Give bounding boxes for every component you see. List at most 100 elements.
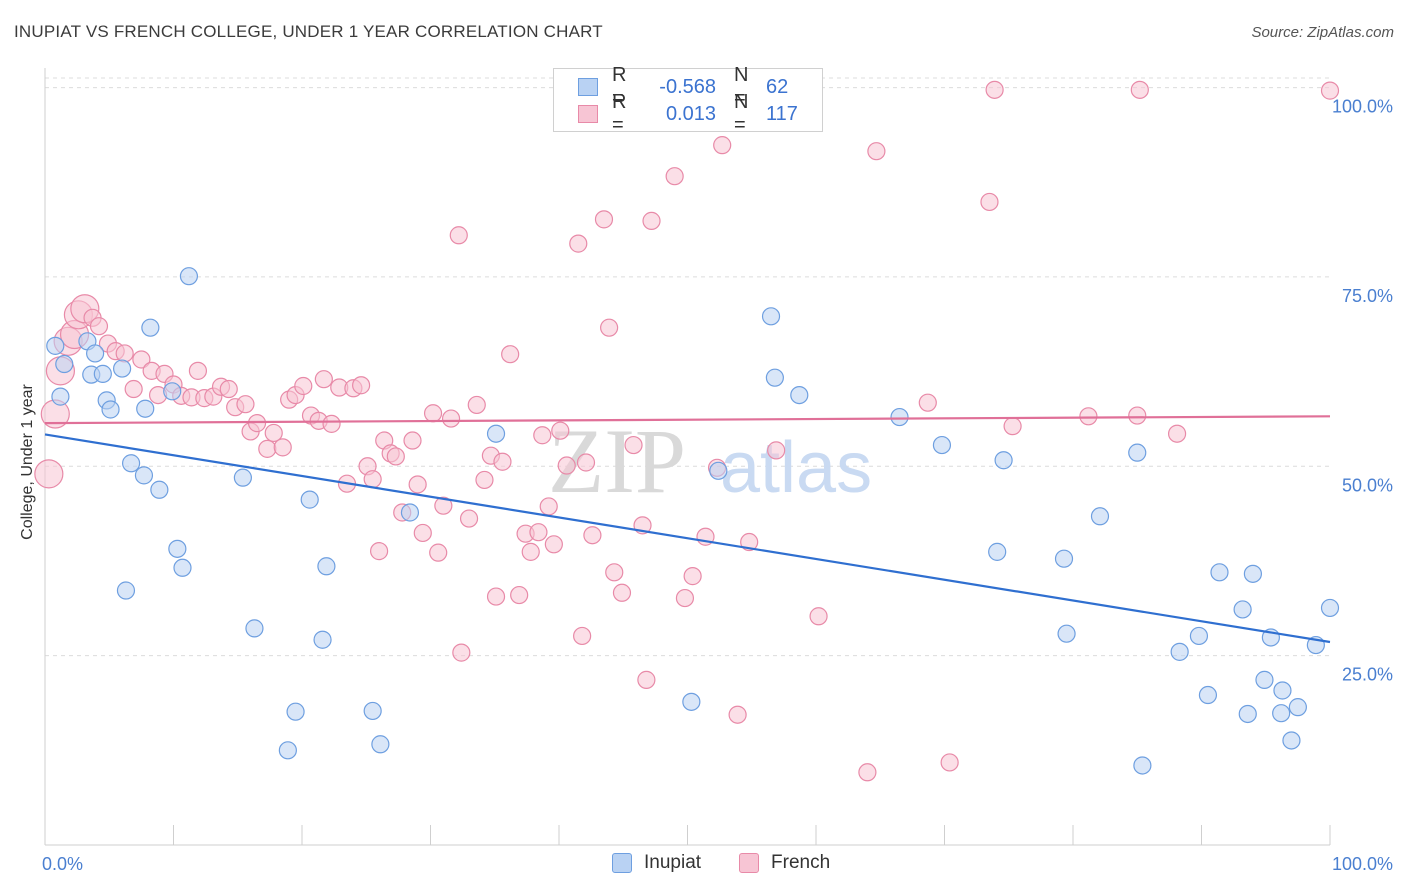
- inupiat-point-15: [134, 466, 154, 485]
- inupiat-point-29: [400, 503, 420, 522]
- trend-lines: [44, 415, 1331, 644]
- y-tick-label-0: 25.0%: [1342, 665, 1393, 685]
- legend-item-inupiat: Inupiat: [612, 852, 701, 874]
- inupiat-point-8: [101, 400, 120, 419]
- watermark-atlas: atlas: [720, 428, 872, 508]
- inupiat-point-49: [1233, 600, 1252, 619]
- inupiat-point-14: [121, 454, 141, 473]
- inupiat-point-37: [932, 435, 952, 455]
- inupiat-point-46: [1189, 626, 1209, 646]
- inupiat-point-10: [136, 399, 155, 418]
- x-tick-labels: 0.0% 100.0%: [42, 854, 1393, 874]
- french-point-61: [475, 470, 494, 490]
- french-point-69: [529, 523, 548, 542]
- inupiat-point-43: [1128, 443, 1147, 462]
- french-point-65: [501, 345, 520, 364]
- french-point-103: [980, 192, 999, 212]
- inupiat-point-54: [1273, 681, 1292, 700]
- french-point-58: [452, 643, 471, 662]
- french-point-56: [441, 409, 461, 428]
- french-trend-line: [44, 415, 1331, 425]
- inupiat-point-17: [168, 539, 187, 558]
- inupiat-point-25: [313, 630, 332, 649]
- inupiat-point-47: [1198, 685, 1218, 705]
- french-point-24: [219, 379, 238, 399]
- y-tick-label-3: 100.0%: [1332, 97, 1393, 117]
- french-point-98: [858, 763, 877, 782]
- watermark: ZIP atlas: [548, 410, 872, 512]
- inupiat-point-26: [317, 557, 336, 576]
- french-point-97: [809, 607, 828, 626]
- french-point-38: [322, 414, 341, 433]
- inupiat-point-50: [1238, 704, 1257, 724]
- inupiat-point-32: [709, 461, 728, 480]
- inupiat-point-22: [286, 702, 305, 721]
- french-point-64: [493, 452, 512, 471]
- x-tick-label-1: 100.0%: [1332, 854, 1393, 874]
- inupiat-points: [46, 267, 1340, 775]
- french-point-66: [510, 585, 529, 605]
- legend-n-value: 62: [766, 75, 789, 98]
- inupiat-point-33: [761, 307, 781, 326]
- french-point-20: [188, 361, 208, 380]
- french-point-88: [675, 588, 695, 608]
- french-point-52: [413, 523, 432, 543]
- legend-label-inupiat: Inupiat: [644, 852, 702, 873]
- french-point-72: [544, 535, 563, 554]
- inupiat-point-41: [1057, 624, 1076, 643]
- french-point-101: [940, 753, 959, 772]
- french-point-59: [459, 509, 479, 528]
- inupiat-point-35: [790, 385, 809, 405]
- french-point-54: [429, 543, 448, 562]
- inupiat-swatch: [578, 78, 598, 96]
- inupiat-point-38: [994, 451, 1013, 470]
- legend-r-label: R =: [612, 64, 627, 109]
- french-point-99: [867, 142, 886, 161]
- french-point-82: [612, 583, 632, 602]
- french-point-70: [533, 426, 552, 445]
- inupiat-point-21: [245, 619, 264, 638]
- french-point-45: [370, 542, 389, 561]
- french-point-11: [115, 344, 134, 363]
- french-point-42: [352, 376, 371, 395]
- french-point-75: [569, 234, 588, 253]
- french-point-12: [124, 379, 143, 399]
- inupiat-point-42: [1090, 507, 1110, 526]
- french-point-44: [363, 470, 382, 489]
- french-point-0: [34, 459, 64, 489]
- french-point-51: [408, 475, 427, 494]
- french-point-60: [467, 395, 486, 415]
- french-point-108: [1167, 424, 1187, 443]
- inupiat-point-12: [163, 382, 182, 401]
- axes: [44, 68, 1331, 846]
- french-legend-swatch: [739, 853, 760, 873]
- french-point-13: [132, 350, 151, 369]
- french-point-53: [423, 404, 443, 423]
- french-point-94: [740, 532, 759, 552]
- french-point-37: [314, 370, 333, 389]
- y-tick-label-1: 50.0%: [1342, 475, 1393, 495]
- inupiat-point-48: [1210, 563, 1229, 582]
- inupiat-point-52: [1255, 670, 1274, 689]
- french-point-31: [273, 438, 292, 457]
- inupiat-point-9: [112, 359, 132, 378]
- inupiat-point-0: [46, 336, 65, 355]
- inupiat-point-19: [116, 581, 136, 600]
- french-point-57: [449, 226, 468, 245]
- french-point-55: [434, 496, 453, 515]
- french-point-78: [583, 526, 602, 545]
- legend-r-value: 0.013: [665, 102, 716, 125]
- french-point-104: [1003, 417, 1022, 436]
- inupiat-point-5: [86, 344, 105, 363]
- chart-title: INUPIAT VS FRENCH COLLEGE, UNDER 1 YEAR …: [14, 22, 603, 41]
- inupiat-point-40: [1054, 549, 1074, 568]
- inupiat-point-20: [233, 468, 252, 487]
- french-point-109: [1320, 81, 1340, 100]
- correlation-legend: R = -0.568 N = 62 R = 0.013 N = 117: [553, 64, 823, 136]
- legend-r-value: -0.568: [659, 75, 716, 98]
- french-point-63: [486, 587, 506, 606]
- french-point-34: [294, 376, 313, 396]
- inupiat-point-23: [278, 741, 297, 760]
- french-point-8: [89, 317, 109, 336]
- inupiat-point-36: [890, 407, 909, 427]
